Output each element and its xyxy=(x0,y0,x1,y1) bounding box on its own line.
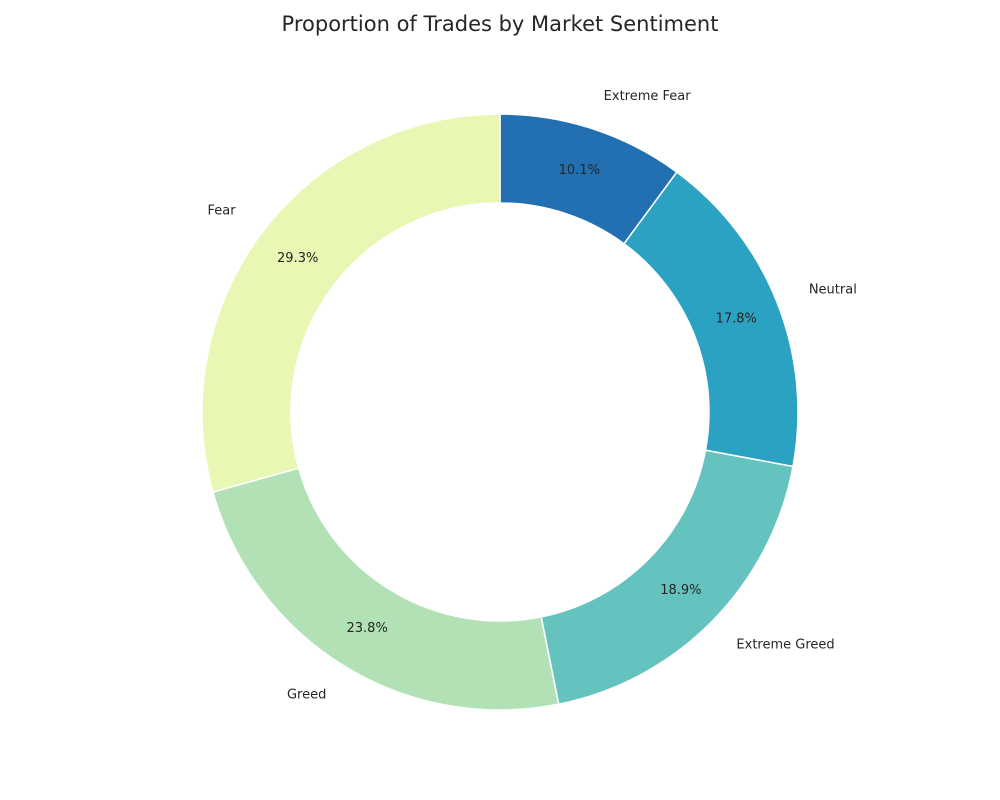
chart-title: Proportion of Trades by Market Sentiment xyxy=(282,12,719,36)
slice-greed xyxy=(212,467,560,711)
slice-fear xyxy=(201,113,501,493)
pct-label-extreme-greed: 18.9% xyxy=(660,583,701,598)
slice-extreme-greed xyxy=(540,449,794,706)
slice-neutral xyxy=(622,171,799,468)
pct-label-extreme-fear: 10.1% xyxy=(559,163,600,178)
pct-label-fear: 29.3% xyxy=(277,251,318,266)
slice-label-greed: Greed xyxy=(287,687,326,702)
slice-label-fear: Fear xyxy=(207,204,236,219)
slice-label-neutral: Neutral xyxy=(809,283,857,298)
pct-label-greed: 23.8% xyxy=(347,621,388,636)
slices-layer xyxy=(201,113,799,711)
labels-layer: 10.1% Extreme Fear 17.8% Neutral 18.9% Extrem… xyxy=(207,89,856,702)
pct-label-neutral: 17.8% xyxy=(716,311,757,326)
slice-label-extreme-greed: Extreme Greed xyxy=(736,638,834,653)
slice-label-extreme-fear: Extreme Fear xyxy=(604,89,692,104)
